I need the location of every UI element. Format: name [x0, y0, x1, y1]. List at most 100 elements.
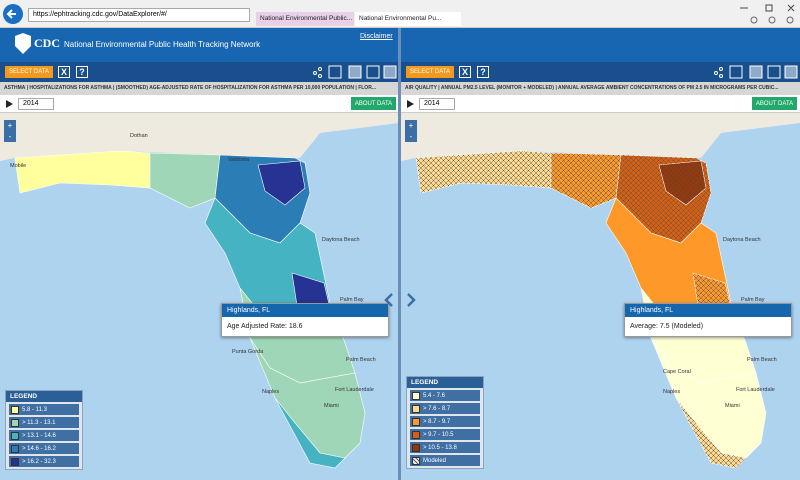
legend-label: > 14.6 - 16.2	[22, 445, 56, 452]
tooltip-text: Age Adjusted Rate: 18.6	[227, 323, 303, 330]
legend-item[interactable]: > 16.2 - 32.3	[9, 456, 79, 467]
year-select[interactable]: 2014	[419, 98, 455, 110]
year: 2014	[23, 100, 39, 107]
tooltip-text: Average: 7.5 (Modeled)	[630, 323, 704, 330]
toolbar: SELECT DATA X ?	[401, 62, 800, 82]
legend-swatch	[412, 443, 420, 452]
help-button[interactable]: ?	[477, 66, 489, 78]
legend-swatch	[412, 456, 420, 465]
city-label: Miami	[725, 403, 740, 409]
city-label: Palm Beach	[747, 357, 777, 363]
play-button[interactable]	[4, 99, 14, 109]
zoom-out[interactable]: -	[405, 131, 417, 142]
year-bar: 2014 ABOUT DATA	[401, 95, 800, 113]
legend-label: > 10.5 - 13.8	[423, 444, 457, 451]
legend-label: > 13.1 - 14.6	[22, 432, 56, 439]
legend-label: > 7.6 - 8.7	[423, 405, 451, 412]
land	[0, 113, 399, 161]
year-select[interactable]: 2014	[18, 98, 54, 110]
indicator-bar: ASTHMA | HOSPITALIZATIONS FOR ASTHMA | (…	[0, 82, 399, 95]
tooltip-title: Highlands, FL	[222, 304, 388, 317]
city-label: Fort Lauderdale	[335, 387, 374, 393]
county-region	[274, 397, 346, 469]
city-label: Miami	[324, 403, 339, 409]
tooltip: Highlands, FL Average: 7.5 (Modeled)	[624, 303, 792, 337]
close-button[interactable]: X	[58, 66, 70, 78]
legend-swatch	[412, 391, 420, 400]
address-bar[interactable]: https://ephtracking.cdc.gov/DataExplorer…	[28, 8, 250, 22]
map	[0, 113, 399, 480]
tool-icons[interactable]	[710, 65, 798, 80]
back-button[interactable]	[2, 3, 24, 25]
legend-label: > 11.3 - 13.1	[22, 419, 56, 426]
legend-label: > 8.7 - 9.7	[423, 418, 451, 425]
panel: SELECT DATA X ? ASTHMA | HOSPITALIZATION…	[0, 62, 399, 480]
legend-swatch	[11, 418, 19, 427]
disclaimer-link[interactable]: Disclaimer	[360, 33, 393, 40]
tooltip-title: Highlands, FL	[625, 304, 791, 317]
org: CDC	[34, 36, 60, 50]
zoom-out[interactable]: -	[4, 131, 16, 142]
about-data-button[interactable]: ABOUT DATA	[752, 97, 797, 110]
legend-item[interactable]: > 14.6 - 16.2	[9, 443, 79, 454]
legend-swatch	[412, 417, 420, 426]
land	[401, 113, 800, 161]
cdc-logo	[15, 33, 31, 54]
city-label: Mobile	[10, 163, 27, 169]
legend-item[interactable]: > 8.7 - 9.7	[410, 416, 480, 427]
tab[interactable]: National Environmental Public...	[256, 12, 354, 26]
url: https://ephtracking.cdc.gov/DataExplorer…	[33, 11, 167, 18]
county-region	[257, 160, 306, 206]
site-title: National Environmental Public Health Tra…	[64, 40, 261, 49]
city-label: Dothan	[130, 133, 148, 139]
select-data-button[interactable]: SELECT DATA	[5, 66, 53, 78]
city-label: Fort Lauderdale	[736, 387, 775, 393]
city-label: Palm Bay	[741, 297, 765, 303]
tooltip: Highlands, FL Age Adjusted Rate: 18.6	[221, 303, 389, 337]
zoom-in[interactable]: +	[405, 120, 417, 131]
tool-icons[interactable]	[309, 65, 397, 80]
indicator-bar: AIR QUALITY | ANNUAL PM2.5 LEVEL (MONITO…	[401, 82, 800, 95]
legend-item[interactable]: Modeled	[410, 455, 480, 466]
about-data-button[interactable]: ABOUT DATA	[351, 97, 396, 110]
panel: SELECT DATA X ? AIR QUALITY | ANNUAL PM2…	[401, 62, 800, 480]
legend-label: 5.4 - 7.6	[423, 392, 446, 399]
legend-title: LEGEND	[407, 377, 483, 388]
legend-item[interactable]: > 11.3 - 13.1	[9, 417, 79, 428]
legend-item[interactable]: > 13.1 - 14.6	[9, 430, 79, 441]
legend-item[interactable]: > 9.7 - 10.5	[410, 429, 480, 440]
county-region	[149, 152, 221, 209]
tab-active[interactable]: National Environmental Pu...	[355, 12, 461, 26]
window-controls	[740, 4, 795, 24]
city-label: Punta Gorda	[232, 349, 264, 355]
legend-item[interactable]: > 10.5 - 13.8	[410, 442, 480, 453]
city-label: Naples	[262, 389, 280, 395]
legend-swatch	[11, 444, 19, 453]
play-button[interactable]	[405, 99, 415, 109]
legend: LEGEND 5.8 - 11.3 > 11.3 - 13.1 > 13.1 - 1…	[5, 390, 83, 470]
legend-label: Modeled	[423, 457, 447, 464]
close-button[interactable]: X	[459, 66, 471, 78]
legend-label: > 16.2 - 32.3	[22, 458, 56, 465]
legend-item[interactable]: 5.8 - 11.3	[9, 404, 79, 415]
browser-bar: https://ephtracking.cdc.gov/DataExplorer…	[0, 0, 800, 28]
year-bar: 2014 ABOUT DATA	[0, 95, 399, 113]
county-region	[14, 150, 151, 194]
city-label: Daytona Beach	[723, 237, 761, 243]
legend-swatch	[412, 430, 420, 439]
city-label: Valdosta	[228, 157, 249, 163]
help-button[interactable]: ?	[76, 66, 88, 78]
panel-arrows[interactable]	[383, 292, 417, 308]
year: 2014	[424, 100, 440, 107]
select-data-button[interactable]: SELECT DATA	[406, 66, 454, 78]
legend-swatch	[412, 404, 420, 413]
legend-label: > 9.7 - 10.5	[423, 431, 454, 438]
legend-item[interactable]: > 7.6 - 8.7	[410, 403, 480, 414]
zoom-in[interactable]: +	[4, 120, 16, 131]
modeled-overlay	[416, 151, 551, 193]
legend-swatch	[11, 457, 19, 466]
modeled-overlay	[551, 153, 621, 208]
legend-item[interactable]: 5.4 - 7.6	[410, 390, 480, 401]
divider	[398, 28, 401, 480]
